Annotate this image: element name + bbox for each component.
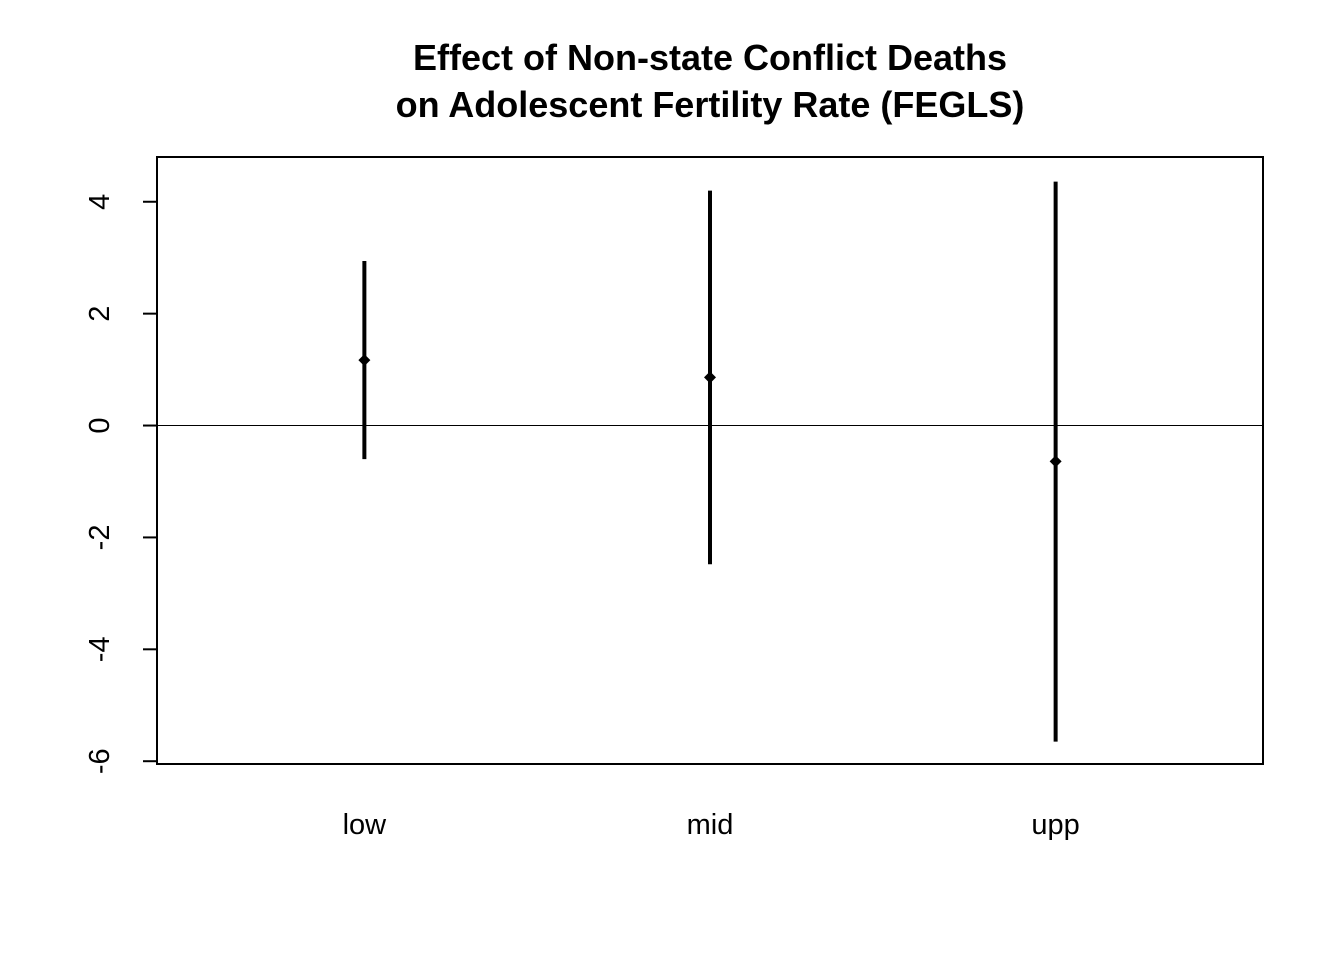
- chart-title-line-1: Effect of Non-state Conflict Deaths: [413, 37, 1007, 78]
- point-estimate-mid: [704, 371, 716, 384]
- error-bar-series: [358, 181, 1062, 742]
- y-tick-label: 4: [84, 194, 116, 210]
- y-axis: -6 -4 -2 0 2 4: [84, 194, 158, 774]
- x-category-label: low: [343, 809, 388, 841]
- y-tick-label: -6: [84, 748, 116, 774]
- x-axis-labels: low mid upp: [343, 809, 1080, 841]
- point-estimate-upp: [1049, 455, 1062, 468]
- x-category-label: mid: [687, 809, 734, 841]
- x-category-label: upp: [1031, 809, 1079, 841]
- chart-title-line-2: on Adolescent Fertility Rate (FEGLS): [396, 84, 1025, 125]
- point-estimate-low: [358, 354, 371, 367]
- y-tick-label: -4: [84, 636, 116, 662]
- y-tick-label: 2: [84, 306, 116, 322]
- y-tick-label: 0: [84, 417, 116, 433]
- y-tick-label: -2: [84, 525, 116, 551]
